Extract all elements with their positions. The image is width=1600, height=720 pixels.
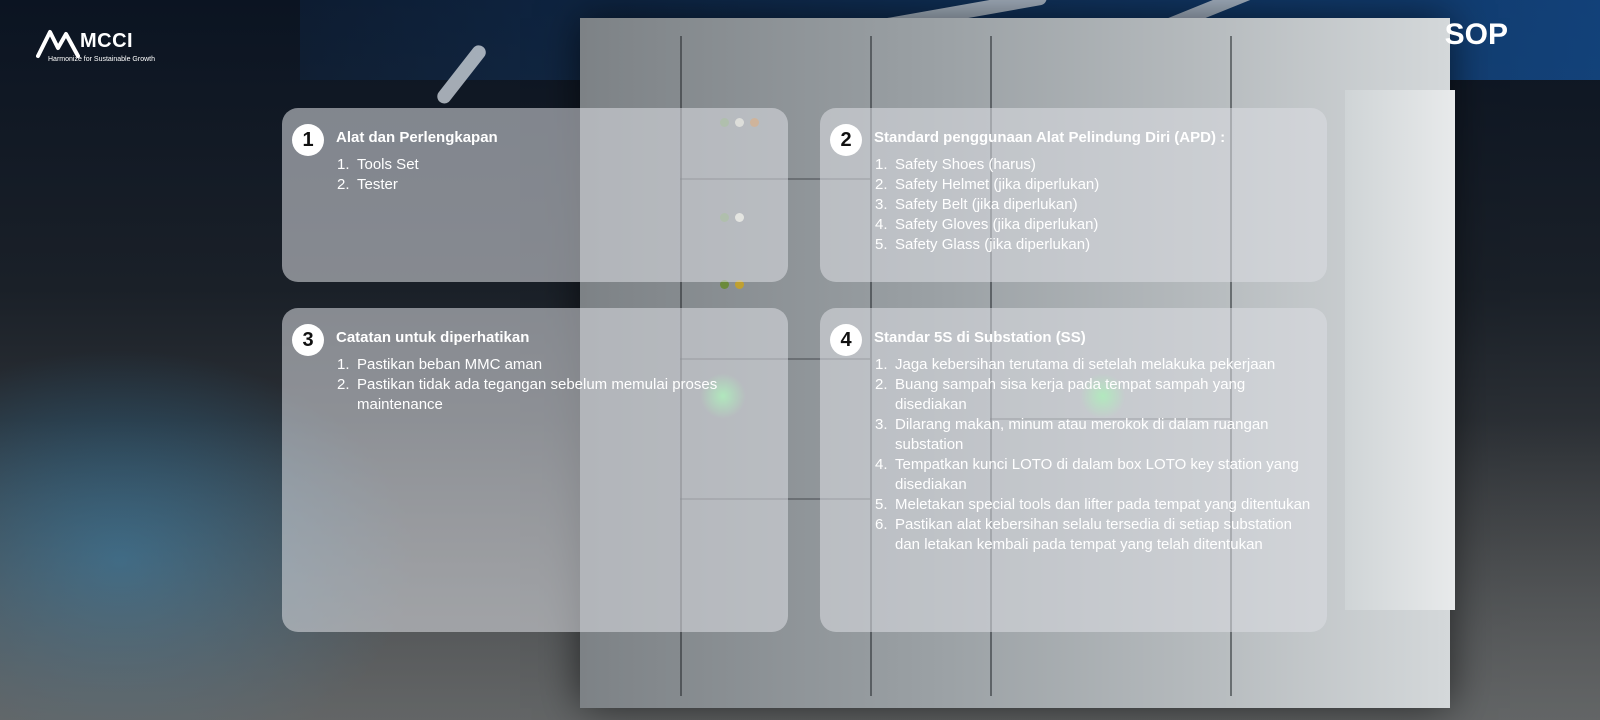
list-item-text: Pastikan alat kebersihan selalu tersedia… xyxy=(895,516,1292,553)
list-item-text: Jaga kebersihan terutama di setelah mela… xyxy=(895,356,1276,373)
list-item: 4. Safety Gloves (jika diperlukan) xyxy=(875,215,1315,235)
card-number: 1 xyxy=(292,124,324,156)
list-item: 1. Pastikan beban MMC aman xyxy=(337,355,767,375)
list-item: 4. Tempatkan kunci LOTO di dalam box LOTO… xyxy=(875,455,1315,495)
card-number: 3 xyxy=(292,324,324,356)
card-title: Standard penggunaan Alat Pelindung Diri … xyxy=(874,129,1226,146)
list-item-number: 1. xyxy=(875,356,888,373)
list-item-text: Pastikan tidak ada tegangan sebelum memu… xyxy=(357,376,718,413)
list-item-text: Safety Glass (jika diperlukan) xyxy=(895,236,1091,253)
card-list: 1. Jaga kebersihan terutama di setelah me… xyxy=(875,355,1315,555)
list-item-number: 1. xyxy=(337,356,350,373)
list-item-text: Safety Gloves (jika diperlukan) xyxy=(895,216,1099,233)
list-item: 3. Safety Belt (jika diperlukan) xyxy=(875,195,1315,215)
list-item: 1. Safety Shoes (harus) xyxy=(875,155,1315,175)
list-item-number: 2. xyxy=(875,376,888,393)
list-item-number: 5. xyxy=(875,236,888,253)
list-item: 5. Meletakan special tools dan lifter pad… xyxy=(875,495,1315,515)
list-item-text: Safety Helmet (jika diperlukan) xyxy=(895,176,1100,193)
list-item-number: 5. xyxy=(875,496,888,513)
list-item: 3. Dilarang makan, minum atau merokok di … xyxy=(875,415,1315,455)
list-item: 6. Pastikan alat kebersihan selalu tersed… xyxy=(875,515,1315,555)
list-item-number: 3. xyxy=(875,416,888,433)
list-item-text: Tools Set xyxy=(357,156,419,173)
cabinet-side-panel xyxy=(1345,90,1455,610)
indicator-light xyxy=(720,280,729,289)
card-4: 4 Standar 5S di Substation (SS) 1. Jaga k… xyxy=(820,308,1327,632)
list-item-number: 4. xyxy=(875,456,888,473)
list-item: 1. Jaga kebersihan terutama di setelah me… xyxy=(875,355,1315,375)
list-item-number: 2. xyxy=(875,176,888,193)
list-item: 1. Tools Set xyxy=(337,155,767,175)
list-item: 2. Safety Helmet (jika diperlukan) xyxy=(875,175,1315,195)
list-item-text: Safety Shoes (harus) xyxy=(895,156,1036,173)
list-item-number: 6. xyxy=(875,516,888,533)
list-item: 5. Safety Glass (jika diperlukan) xyxy=(875,235,1315,255)
list-item: 2. Tester xyxy=(337,175,767,195)
list-item-text: Tempatkan kunci LOTO di dalam box LOTO k… xyxy=(895,456,1299,493)
brand-name: MCCI xyxy=(80,30,134,52)
list-item-number: 2. xyxy=(337,376,350,393)
card-2: 2 Standard penggunaan Alat Pelindung Dir… xyxy=(820,108,1327,282)
brand-tagline: Harmonize for Sustainable Growth xyxy=(48,56,155,63)
list-item-text: Meletakan special tools dan lifter pada … xyxy=(895,496,1311,513)
list-item-text: Dilarang makan, minum atau merokok di da… xyxy=(895,416,1269,453)
card-title: Catatan untuk diperhatikan xyxy=(336,329,530,346)
card-1: 1 Alat dan Perlengkapan 1. Tools Set 2. Te… xyxy=(282,108,788,282)
list-item-number: 1. xyxy=(337,156,350,173)
logo-mark-icon xyxy=(36,30,80,58)
list-item: 2. Pastikan tidak ada tegangan sebelum me… xyxy=(337,375,767,415)
list-item-number: 4. xyxy=(875,216,888,233)
card-list: 1. Pastikan beban MMC aman 2. Pastikan tid… xyxy=(337,355,767,415)
list-item-number: 1. xyxy=(875,156,888,173)
indicator-light xyxy=(735,280,744,289)
list-item: 2. Buang sampah sisa kerja pada tempat sa… xyxy=(875,375,1315,415)
card-list: 1. Safety Shoes (harus) 2. Safety Helmet (… xyxy=(875,155,1315,255)
list-item-text: Safety Belt (jika diperlukan) xyxy=(895,196,1078,213)
card-title: Standar 5S di Substation (SS) xyxy=(874,329,1086,346)
page-title: SOP xyxy=(1444,18,1508,51)
list-item-text: Pastikan beban MMC aman xyxy=(357,356,543,373)
card-3: 3 Catatan untuk diperhatikan 1. Pastikan … xyxy=(282,308,788,632)
list-item-text: Buang sampah sisa kerja pada tempat samp… xyxy=(895,376,1246,413)
card-number: 2 xyxy=(830,124,862,156)
card-list: 1. Tools Set 2. Tester xyxy=(337,155,767,195)
list-item-number: 2. xyxy=(337,176,350,193)
card-number: 4 xyxy=(830,324,862,356)
list-item-number: 3. xyxy=(875,196,888,213)
list-item-text: Tester xyxy=(357,176,398,193)
brand-logo: MCCI Harmonize for Sustainable Growth xyxy=(36,24,176,66)
card-title: Alat dan Perlengkapan xyxy=(336,129,498,146)
